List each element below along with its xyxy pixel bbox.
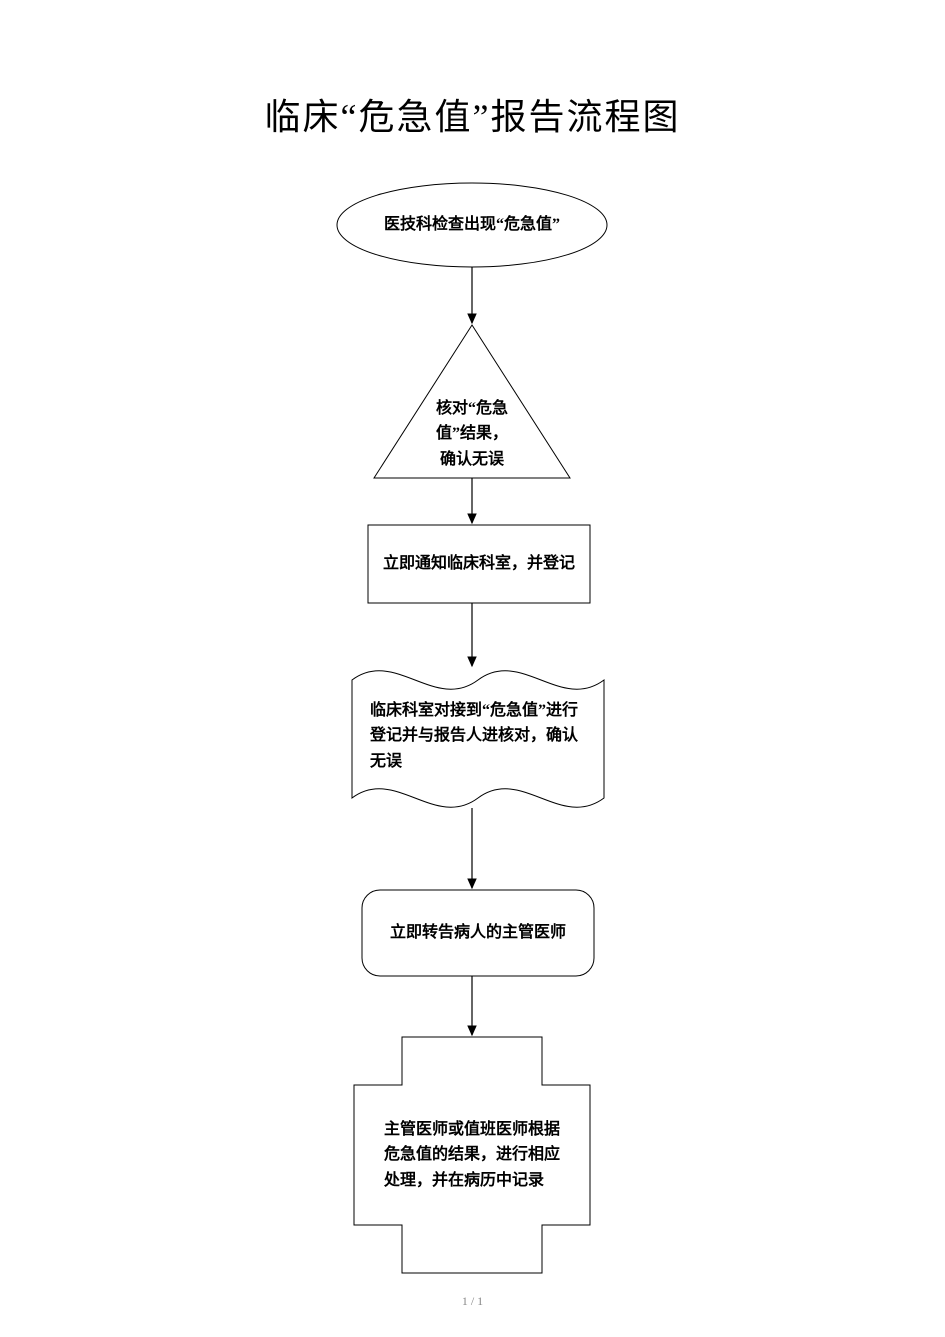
node-receive-label: 临床科室对接到“危急值”进行登记并与报告人进核对，确认无误 xyxy=(370,696,586,776)
node-notify-label: 立即通知临床科室，并登记 xyxy=(380,540,578,588)
page-title: 临床“危急值”报告流程图 xyxy=(0,88,945,140)
page-footer: 1 / 1 xyxy=(0,1294,945,1309)
node-forward-label: 立即转告病人的主管医师 xyxy=(376,920,580,946)
node-verify-label: 核对“危急 值”结果， 确认无误 xyxy=(410,398,534,470)
flowchart-container: 医技科检查出现“危急值” 核对“危急 值”结果， 确认无误 立即通知临床科室，并… xyxy=(0,170,945,1300)
node-start-label: 医技科检查出现“危急值” xyxy=(337,203,607,247)
node-process-label: 主管医师或值班医师根据危急值的结果，进行相应处理，并在病历中记录 xyxy=(384,1098,560,1212)
